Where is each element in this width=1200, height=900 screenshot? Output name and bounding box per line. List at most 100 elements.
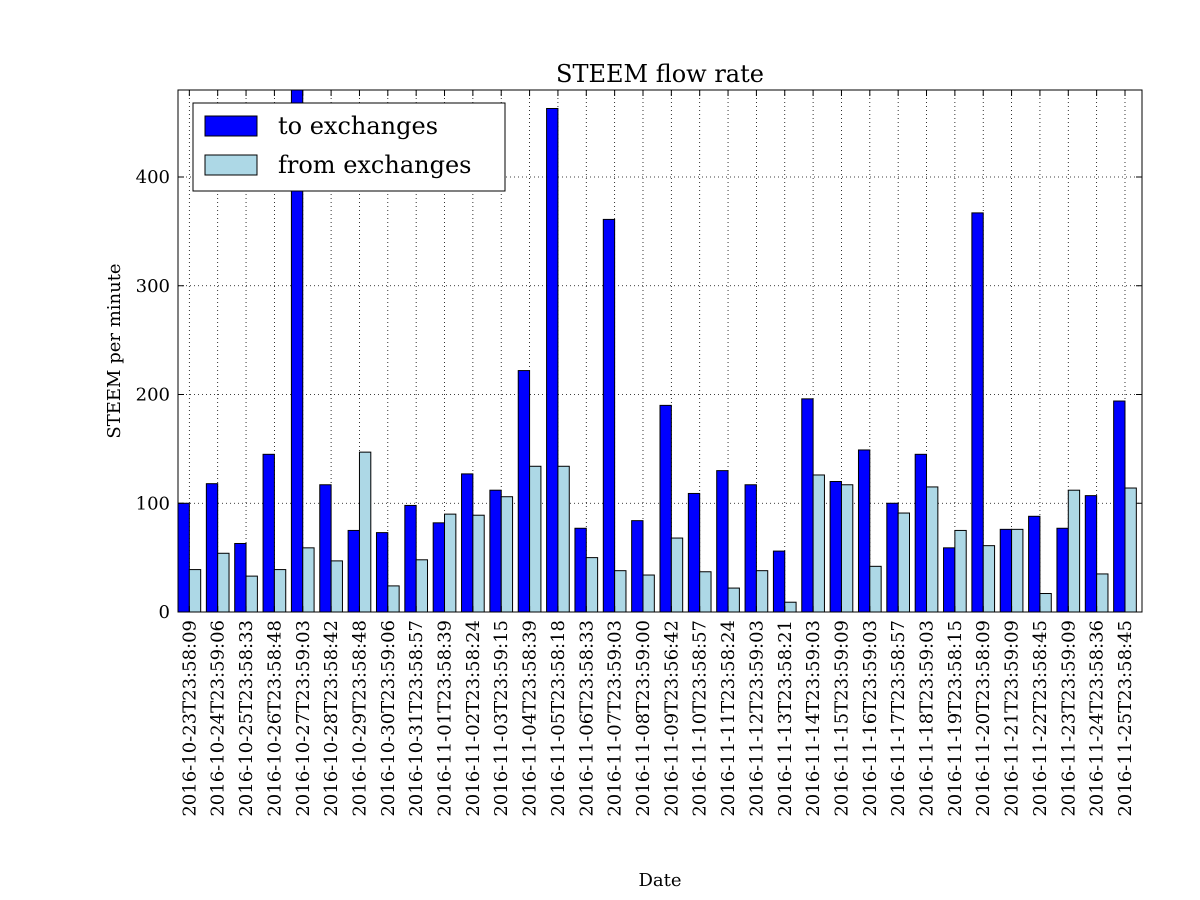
bar-from-exchanges bbox=[926, 486, 939, 613]
bar-to-exchanges bbox=[1113, 400, 1126, 613]
bar-to-exchanges bbox=[546, 107, 559, 613]
x-tick-label: 2016-10-27T23:59:03 bbox=[293, 620, 314, 817]
x-tick-label: 2016-11-08T23:59:00 bbox=[633, 620, 654, 817]
bar-from-exchanges bbox=[897, 512, 911, 613]
x-tick-label: 2016-11-18T23:59:03 bbox=[917, 620, 938, 817]
bar-to-exchanges bbox=[687, 492, 701, 613]
bar-from-exchanges bbox=[982, 545, 996, 613]
bar-to-exchanges bbox=[772, 550, 786, 613]
bar-to-exchanges bbox=[999, 528, 1013, 613]
x-tick-label: 2016-11-14T23:59:03 bbox=[803, 620, 824, 817]
y-axis-label: STEEM per minute bbox=[104, 263, 125, 438]
bar-to-exchanges bbox=[659, 404, 672, 613]
bar-from-exchanges bbox=[472, 514, 485, 613]
y-tick-label: 400 bbox=[136, 167, 170, 188]
y-axis: 0 100 200 300 400 bbox=[136, 167, 1142, 623]
x-tick-label: 2016-11-06T23:58:33 bbox=[576, 620, 597, 817]
x-tick-label: 2016-11-13T23:58:21 bbox=[775, 620, 796, 817]
bar-to-exchanges bbox=[1084, 495, 1098, 613]
bar-from-exchanges bbox=[273, 569, 287, 613]
bar-from-exchanges bbox=[585, 557, 599, 613]
bar-to-exchanges bbox=[517, 370, 531, 613]
x-tick-label: 2016-11-21T23:59:09 bbox=[1002, 620, 1023, 817]
bar-from-exchanges bbox=[302, 547, 315, 613]
bar-to-exchanges bbox=[943, 547, 956, 613]
x-tick-label: 2016-11-23T23:59:09 bbox=[1058, 620, 1079, 817]
bar-from-exchanges bbox=[415, 559, 429, 613]
x-tick-label: 2016-11-11T23:58:24 bbox=[718, 620, 739, 817]
x-tick-label: 2016-11-02T23:58:24 bbox=[463, 620, 484, 817]
bar-from-exchanges bbox=[840, 484, 854, 613]
bar-from-exchanges bbox=[812, 474, 825, 613]
bar-from-exchanges bbox=[330, 560, 343, 613]
bar-from-exchanges bbox=[387, 585, 400, 613]
bar-from-exchanges bbox=[755, 570, 769, 613]
bar-to-exchanges bbox=[631, 520, 644, 613]
bar-to-exchanges bbox=[744, 484, 757, 613]
chart-title: STEEM flow rate bbox=[556, 60, 764, 88]
x-tick-label: 2016-11-17T23:58:57 bbox=[888, 620, 909, 817]
bar-to-exchanges bbox=[177, 502, 190, 613]
y-tick-label: 0 bbox=[159, 602, 170, 623]
x-tick-label: 2016-11-25T23:58:45 bbox=[1115, 620, 1136, 817]
bar-from-exchanges bbox=[869, 565, 882, 613]
bar-to-exchanges bbox=[347, 529, 360, 613]
bar-from-exchanges bbox=[614, 570, 627, 613]
bar-to-exchanges bbox=[461, 473, 474, 613]
bar-from-exchanges bbox=[557, 465, 570, 613]
x-tick-label: 2016-10-30T23:59:06 bbox=[378, 620, 399, 817]
bar-from-exchanges bbox=[529, 465, 542, 613]
x-tick-label: 2016-11-24T23:58:36 bbox=[1087, 620, 1108, 817]
x-tick-label: 2016-11-12T23:59:03 bbox=[746, 620, 767, 817]
legend-label-from-exchanges: from exchanges bbox=[278, 151, 471, 179]
x-tick-label: 2016-11-10T23:58:57 bbox=[690, 620, 711, 817]
x-tick-label: 2016-10-31T23:58:57 bbox=[406, 620, 427, 817]
bar-from-exchanges bbox=[784, 601, 797, 613]
bar-from-exchanges bbox=[954, 529, 967, 613]
x-tick-label: 2016-10-23T23:58:09 bbox=[179, 620, 200, 817]
bar-to-exchanges bbox=[971, 212, 984, 613]
x-axis: 2016-10-23T23:58:09 2016-10-24T23:59:06 20… bbox=[179, 90, 1136, 817]
x-tick-label: 2016-10-28T23:58:42 bbox=[321, 620, 342, 817]
x-tick-label: 2016-11-22T23:58:45 bbox=[1030, 620, 1051, 817]
bar-to-exchanges bbox=[205, 483, 219, 613]
bar-to-exchanges bbox=[574, 527, 587, 613]
x-axis-label: Date bbox=[638, 870, 681, 891]
x-tick-label: 2016-10-29T23:58:48 bbox=[349, 620, 370, 817]
bar-to-exchanges bbox=[716, 470, 729, 613]
legend: to exchanges from exchanges bbox=[192, 102, 506, 192]
bar-to-exchanges bbox=[1056, 527, 1069, 613]
bar-to-exchanges bbox=[262, 453, 275, 613]
x-tick-label: 2016-10-25T23:58:33 bbox=[236, 620, 257, 817]
legend-swatch-from-exchanges bbox=[204, 154, 258, 176]
bar-from-exchanges bbox=[245, 575, 258, 613]
legend-label-to-exchanges: to exchanges bbox=[278, 112, 438, 140]
x-tick-label: 2016-11-15T23:59:09 bbox=[831, 620, 852, 817]
bar-to-exchanges bbox=[375, 532, 389, 613]
bar-from-exchanges bbox=[217, 552, 230, 613]
bars bbox=[177, 89, 1137, 613]
x-tick-label: 2016-11-04T23:58:39 bbox=[520, 620, 541, 817]
x-tick-label: 2016-11-19T23:58:15 bbox=[945, 620, 966, 817]
bar-from-exchanges bbox=[727, 587, 740, 613]
bar-from-exchanges bbox=[500, 496, 514, 613]
bar-to-exchanges bbox=[801, 398, 814, 613]
bar-from-exchanges bbox=[642, 574, 655, 613]
x-tick-label: 2016-11-16T23:59:03 bbox=[860, 620, 881, 817]
bar-from-exchanges bbox=[1096, 573, 1109, 613]
bar-to-exchanges bbox=[432, 522, 446, 613]
x-tick-label: 2016-11-07T23:59:03 bbox=[605, 620, 626, 817]
bar-to-exchanges bbox=[914, 453, 928, 613]
x-tick-label: 2016-11-09T23:56:42 bbox=[661, 620, 682, 817]
y-tick-label: 100 bbox=[136, 493, 170, 514]
bar-to-exchanges bbox=[234, 542, 247, 613]
bar-from-exchanges bbox=[444, 513, 457, 613]
bar-from-exchanges bbox=[358, 451, 372, 613]
bar-to-exchanges bbox=[602, 218, 616, 613]
x-tick-label: 2016-11-05T23:58:18 bbox=[548, 620, 569, 817]
bar-from-exchanges bbox=[670, 537, 684, 613]
legend-swatch-to-exchanges bbox=[204, 115, 258, 137]
bar-from-exchanges bbox=[188, 569, 202, 613]
bar-from-exchanges bbox=[1039, 593, 1052, 613]
